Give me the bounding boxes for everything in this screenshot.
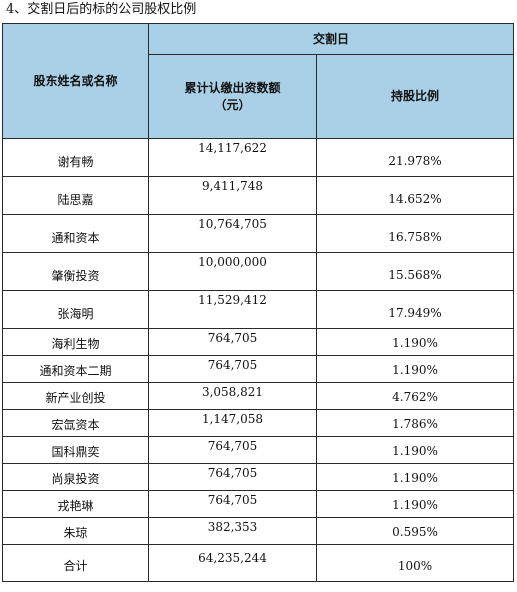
shareholder-name: 谢有畅 (2, 138, 149, 177)
shareholder-name: 海利生物 (2, 328, 149, 356)
shareholder-name: 国科鼎奕 (2, 436, 149, 464)
holding-ratio: 16.758% (315, 214, 515, 253)
holding-ratio: 1.190% (315, 436, 515, 464)
shareholder-name: 新产业创投 (2, 382, 149, 410)
equity-table: 股东姓名或名称 交割日 累计认缴出资数额 （元） 持股比例 谢有畅 14,117… (2, 23, 515, 582)
subscribed-amount: 764,705 (148, 355, 317, 383)
shareholder-name: 通和资本二期 (2, 355, 149, 383)
table-row: 通和资本二期 764,705 1.190% (2, 355, 515, 383)
subscribed-amount: 764,705 (148, 436, 317, 464)
header-ratio: 持股比例 (315, 54, 515, 139)
subscribed-amount: 14,117,622 (148, 138, 317, 177)
header-amount: 累计认缴出资数额 （元） (148, 54, 317, 139)
table-row: 海利生物 764,705 1.190% (2, 328, 515, 356)
table-row: 陆思嘉 9,411,748 14.652% (2, 176, 515, 215)
subscribed-amount: 9,411,748 (148, 176, 317, 215)
header-row-group: 股东姓名或名称 交割日 (2, 23, 515, 139)
table-row: 戎艳琳 764,705 1.190% (2, 490, 515, 518)
subscribed-amount: 764,705 (148, 490, 317, 518)
subscribed-amount: 3,058,821 (148, 382, 317, 410)
holding-ratio: 4.762% (315, 382, 515, 410)
shareholder-name: 朱琼 (2, 517, 149, 545)
shareholder-name: 通和资本 (2, 214, 149, 253)
total-amount: 64,235,244 (148, 544, 317, 582)
total-label: 合计 (2, 544, 149, 582)
holding-ratio: 1.786% (315, 409, 515, 437)
holding-ratio: 0.595% (315, 517, 515, 545)
holding-ratio: 15.568% (315, 252, 515, 291)
total-ratio: 100% (315, 544, 515, 582)
subscribed-amount: 10,764,705 (148, 214, 317, 253)
shareholder-name: 肇衡投资 (2, 252, 149, 291)
table-row: 张海明 11,529,412 17.949% (2, 290, 515, 329)
shareholder-name: 张海明 (2, 290, 149, 329)
subscribed-amount: 10,000,000 (148, 252, 317, 291)
holding-ratio: 21.978% (315, 138, 515, 177)
subscribed-amount: 382,353 (148, 517, 317, 545)
holding-ratio: 1.190% (315, 463, 515, 491)
table-row: 尚泉投资 764,705 1.190% (2, 463, 515, 491)
holding-ratio: 17.949% (315, 290, 515, 329)
table-row: 宏氙资本 1,147,058 1.786% (2, 409, 515, 437)
header-closing-date: 交割日 (147, 23, 515, 55)
subscribed-amount: 764,705 (148, 328, 317, 356)
table-row: 朱琼 382,353 0.595% (2, 517, 515, 545)
header-shareholder: 股东姓名或名称 (2, 23, 149, 139)
holding-ratio: 1.190% (315, 328, 515, 356)
table-row: 新产业创投 3,058,821 4.762% (2, 382, 515, 410)
table-row: 谢有畅 14,117,622 21.978% (2, 138, 515, 177)
shareholder-name: 陆思嘉 (2, 176, 149, 215)
subscribed-amount: 11,529,412 (148, 290, 317, 329)
total-row: 合计 64,235,244 100% (2, 544, 515, 582)
table-row: 通和资本 10,764,705 16.758% (2, 214, 515, 253)
shareholder-name: 尚泉投资 (2, 463, 149, 491)
section-heading: 4、交割日后的标的公司股权比例 (6, 2, 197, 17)
table-row: 肇衡投资 10,000,000 15.568% (2, 252, 515, 291)
table-row: 国科鼎奕 764,705 1.190% (2, 436, 515, 464)
subscribed-amount: 764,705 (148, 463, 317, 491)
holding-ratio: 14.652% (315, 176, 515, 215)
subscribed-amount: 1,147,058 (148, 409, 317, 437)
shareholder-name: 宏氙资本 (2, 409, 149, 437)
holding-ratio: 1.190% (315, 490, 515, 518)
header-row-columns: 累计认缴出资数额 （元） 持股比例 (3, 54, 515, 139)
shareholder-name: 戎艳琳 (2, 490, 149, 518)
holding-ratio: 1.190% (315, 355, 515, 383)
